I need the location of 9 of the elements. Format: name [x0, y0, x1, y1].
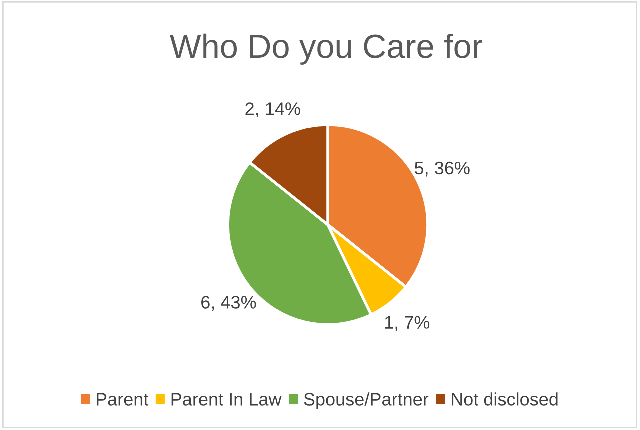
data-label: 1, 7% [385, 316, 430, 332]
data-label: 6, 43% [202, 296, 256, 312]
legend-label: Spouse/Partner [304, 392, 429, 410]
legend-label: Parent [96, 393, 149, 406]
data-label: 5, 36% [414, 162, 470, 177]
chart-title: Who Do you Care for [170, 34, 482, 65]
legend-label: Not disclosed [452, 392, 558, 406]
data-label: 2, 14% [246, 102, 300, 118]
legend-label: Parent In Law [172, 393, 282, 406]
